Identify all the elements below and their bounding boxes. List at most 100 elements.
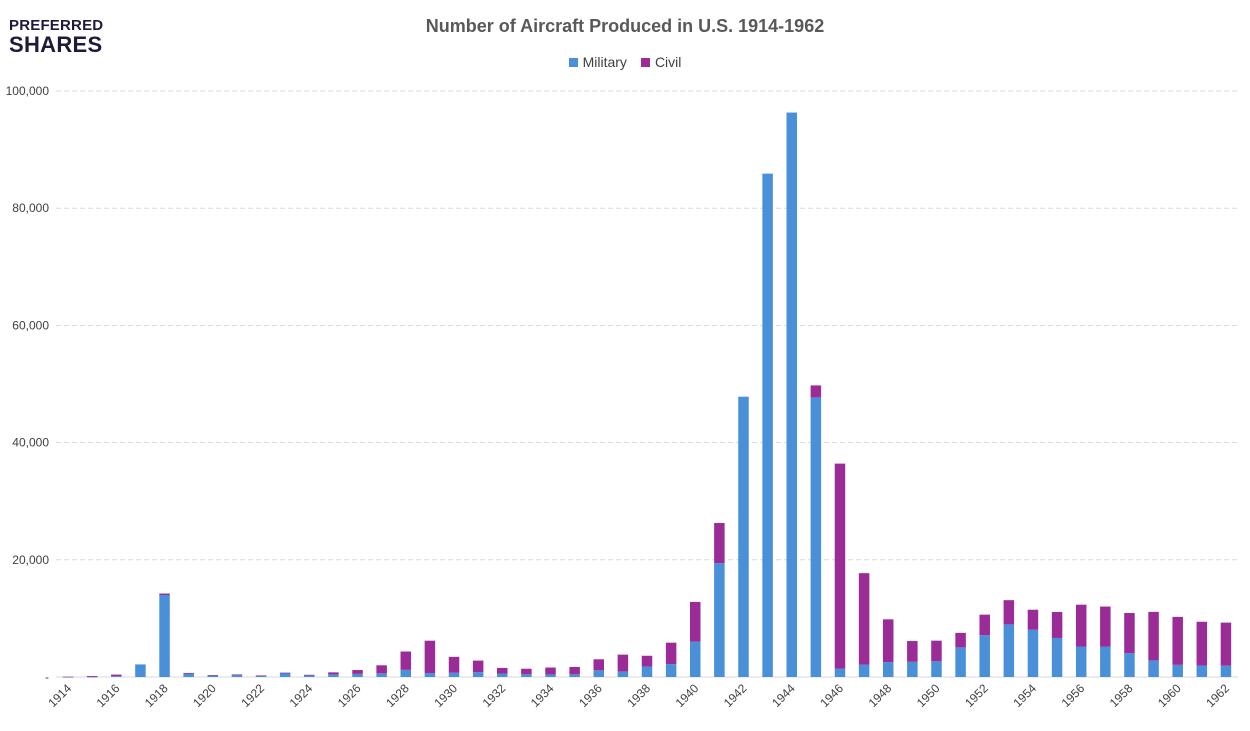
x-tick-label: 1936 (576, 681, 605, 710)
bar-civil-1923 (279, 672, 291, 674)
y-tick-label: 60,000 (12, 318, 49, 332)
legend-label-military: Military (582, 54, 627, 70)
bar-civil-1916 (111, 674, 122, 677)
x-tick-label: 1918 (142, 681, 171, 710)
bar-civil-1936 (593, 659, 605, 671)
logo-line-2: SHARES (9, 32, 103, 57)
x-tick-label: 1932 (480, 681, 509, 710)
bar-civil-1960 (1172, 616, 1183, 665)
chart-title: Number of Aircraft Produced in U.S. 1914… (425, 16, 825, 36)
bar-military-1945 (810, 397, 822, 677)
bar-civil-1920 (207, 675, 219, 676)
y-tick-label: 40,000 (12, 436, 49, 450)
x-tick-label: 1926 (335, 681, 364, 710)
bar-civil-1947 (858, 573, 870, 665)
bar-military-1950 (931, 661, 942, 677)
bar-civil-1959 (1148, 611, 1159, 661)
legend-swatch-civil (640, 57, 650, 67)
x-tick-label: 1950 (914, 681, 943, 710)
x-tick-label: 1920 (190, 681, 219, 710)
bar-civil-1926 (352, 670, 363, 674)
bar-military-1954 (1027, 629, 1039, 677)
bar-civil-1922 (255, 675, 267, 677)
bar-civil-1940 (689, 601, 701, 642)
x-tick-label: 1924 (287, 681, 316, 710)
x-tick-label: 1956 (1059, 681, 1088, 710)
bar-military-1921 (231, 674, 243, 677)
bar-military-1927 (376, 673, 387, 677)
chart-legend: Military Civil (0, 54, 1250, 70)
bar-military-1942 (738, 396, 749, 677)
bar-civil-1934 (545, 667, 556, 675)
bar-civil-1935 (569, 666, 580, 675)
bar-civil-1921 (231, 674, 243, 676)
bar-military-1952 (979, 635, 990, 677)
bar-civil-1957 (1100, 606, 1111, 647)
x-tick-label: 1934 (528, 681, 557, 710)
bar-civil-1949 (907, 641, 918, 662)
bar-civil-1938 (641, 655, 653, 667)
x-tick-label: 1928 (383, 681, 412, 710)
bar-military-1943 (762, 173, 773, 677)
bar-civil-1946 (834, 463, 846, 669)
bar-civil-1930 (448, 656, 460, 673)
bar-military-1940 (689, 641, 701, 677)
bar-military-1919 (183, 673, 194, 677)
bar-military-1960 (1172, 664, 1183, 677)
legend-item-civil: Civil (640, 54, 682, 70)
bar-military-1961 (1196, 665, 1208, 677)
bar-military-1955 (1051, 637, 1063, 677)
x-tick-label: 1942 (721, 681, 750, 710)
bar-military-1935 (569, 674, 580, 677)
x-tick-label: 1938 (624, 681, 653, 710)
bar-civil-1925 (328, 672, 339, 675)
bar-military-1932 (497, 673, 508, 677)
bar-military-1949 (907, 661, 918, 677)
brand-logo: PREFERRED SHARES (9, 18, 103, 56)
x-tick-label: 1960 (1155, 681, 1184, 710)
bar-military-1948 (882, 662, 894, 677)
bar-military-1924 (304, 675, 315, 677)
bar-military-1951 (955, 647, 966, 677)
bar-military-1928 (400, 669, 412, 677)
bar-military-1962 (1220, 665, 1232, 677)
bar-civil-1955 (1051, 611, 1063, 638)
y-tick-label: 80,000 (12, 201, 49, 215)
x-tick-label: 1962 (1203, 681, 1232, 710)
y-tick-label: 100,000 (6, 84, 50, 98)
bar-military-1923 (279, 672, 291, 677)
bar-civil-1928 (400, 651, 412, 670)
bar-civil-1915 (86, 675, 98, 677)
bar-military-1930 (448, 672, 460, 677)
bar-civil-1924 (304, 674, 315, 676)
bar-military-1929 (424, 673, 436, 677)
bar-military-1931 (472, 672, 484, 677)
bar-civil-1948 (882, 619, 894, 663)
bar-civil-1961 (1196, 621, 1208, 666)
bar-civil-1933 (521, 668, 532, 675)
y-tick-label: - (45, 670, 49, 684)
bar-civil-1958 (1124, 613, 1135, 654)
bar-civil-1914 (62, 676, 74, 678)
bar-military-1941 (714, 563, 725, 677)
bar-military-1926 (352, 673, 363, 677)
x-tick-label: 1914 (45, 681, 74, 710)
bar-civil-1937 (617, 654, 629, 672)
x-tick-label: 1954 (1010, 681, 1039, 710)
legend-swatch-military (568, 57, 578, 67)
bar-military-1958 (1124, 653, 1135, 677)
y-tick-label: 20,000 (12, 553, 49, 567)
bar-military-1959 (1148, 660, 1159, 677)
bar-civil-1919 (183, 672, 194, 674)
bar-civil-1954 (1027, 609, 1039, 630)
bar-civil-1953 (1003, 600, 1015, 625)
bar-military-1920 (207, 675, 219, 677)
bar-military-1939 (665, 664, 677, 677)
bar-civil-1945 (810, 385, 822, 398)
legend-label-civil: Civil (654, 54, 682, 70)
logo-line-1: PREFERRED (9, 17, 104, 34)
bar-civil-1931 (472, 660, 484, 673)
bar-military-1936 (593, 670, 605, 677)
bar-military-1957 (1100, 646, 1111, 677)
